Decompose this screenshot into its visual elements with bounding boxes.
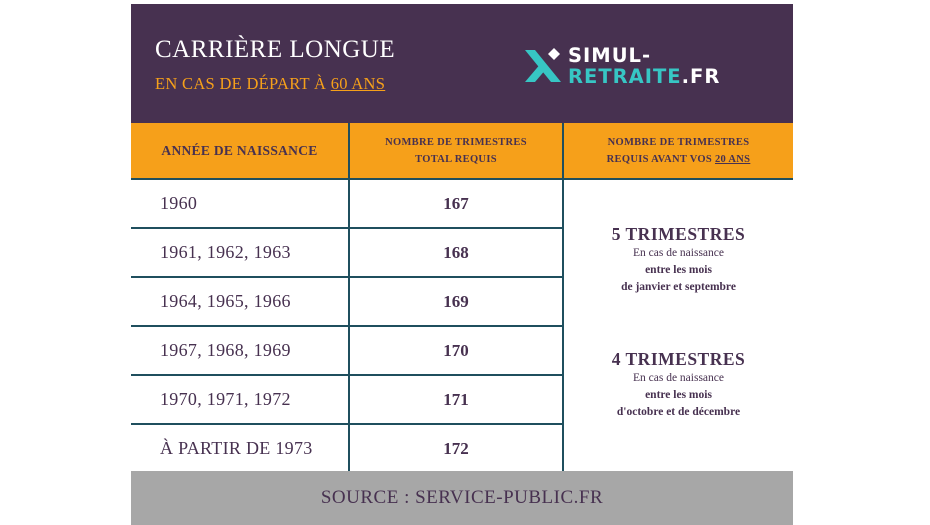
condition-line: En cas de naissance xyxy=(632,372,724,384)
column-header-before20-age: 20 ANS xyxy=(714,153,751,165)
condition-line: d'octobre et de décembre xyxy=(616,406,741,418)
birth-year-cell: 1961, 1962, 1963 xyxy=(160,242,291,262)
total-quarters-cell: 168 xyxy=(443,242,469,262)
table-row: À PARTIR DE 1973 172 xyxy=(131,425,562,472)
quarters-count: 4 TRIMESTRES xyxy=(611,349,746,369)
before-20-block: 4 TRIMESTRES En cas de naissance entre l… xyxy=(564,349,793,421)
table-header: ANNÉE DE NAISSANCE NOMBRE DE TRIMESTRES T… xyxy=(131,123,793,180)
logo-mark-icon xyxy=(525,48,561,82)
column-header-birth-year: ANNÉE DE NAISSANCE xyxy=(161,142,318,158)
column-divider xyxy=(348,180,350,471)
subtitle-prefix: EN CAS DE DÉPART À xyxy=(155,74,331,93)
condition-line: de janvier et septembre xyxy=(621,281,736,293)
header-divider xyxy=(348,123,350,178)
source-footer: SOURCE : SERVICE-PUBLIC.FR xyxy=(131,471,793,525)
column-header-before20-line1: NOMBRE DE TRIMESTRES xyxy=(607,136,750,148)
birth-year-cell: 1967, 1968, 1969 xyxy=(160,340,291,360)
simul-retraite-logo: SIMUL- RETRAITE.FR xyxy=(523,44,743,90)
logo-text-top: SIMUL- xyxy=(568,44,652,67)
column-header-before20-prefix: REQUIS AVANT VOS xyxy=(606,153,715,165)
table-row: 1961, 1962, 1963 168 xyxy=(131,229,562,278)
logo-text-bottom: RETRAITE.FR xyxy=(568,67,720,87)
quarters-count: 5 TRIMESTRES xyxy=(611,224,746,244)
total-quarters-cell: 169 xyxy=(443,291,469,311)
birth-year-cell: 1970, 1971, 1972 xyxy=(160,389,291,409)
condition-line: En cas de naissance xyxy=(632,247,724,259)
card-header: CARRIÈRE LONGUE EN CAS DE DÉPART À 60 AN… xyxy=(131,4,793,123)
condition-line: entre les mois xyxy=(645,389,712,401)
column-header-total-line1: NOMBRE DE TRIMESTRES xyxy=(385,136,527,148)
total-quarters-cell: 172 xyxy=(443,438,469,458)
column-header-total-line2: TOTAL REQUIS xyxy=(415,153,497,165)
total-quarters-cell: 171 xyxy=(443,389,469,409)
total-quarters-cell: 167 xyxy=(443,193,469,213)
page-subtitle: EN CAS DE DÉPART À 60 ANS xyxy=(155,74,385,94)
birth-year-cell: 1964, 1965, 1966 xyxy=(160,291,291,311)
column-header-total: NOMBRE DE TRIMESTRES TOTAL REQUIS xyxy=(350,123,562,178)
retirement-card: CARRIÈRE LONGUE EN CAS DE DÉPART À 60 AN… xyxy=(131,4,793,525)
condition-line: entre les mois xyxy=(645,264,712,276)
subtitle-age: 60 ANS xyxy=(330,74,386,93)
table-row: 1960 167 xyxy=(131,180,562,229)
total-quarters-cell: 170 xyxy=(443,340,469,360)
before-20-block: 5 TRIMESTRES En cas de naissance entre l… xyxy=(564,224,793,296)
page-title: CARRIÈRE LONGUE xyxy=(155,36,396,63)
table-row: 1970, 1971, 1972 171 xyxy=(131,376,562,425)
source-text: SOURCE : SERVICE-PUBLIC.FR xyxy=(320,487,604,508)
table-row: 1964, 1965, 1966 169 xyxy=(131,278,562,327)
logo-tld: .FR xyxy=(681,65,721,88)
header-divider xyxy=(562,123,564,178)
before-20-column: 5 TRIMESTRES En cas de naissance entre l… xyxy=(564,180,793,471)
table-row: 1967, 1968, 1969 170 xyxy=(131,327,562,376)
column-header-before-20: NOMBRE DE TRIMESTRES REQUIS AVANT VOS 20 … xyxy=(564,123,793,178)
birth-year-cell: 1960 xyxy=(160,193,198,213)
column-divider xyxy=(562,180,564,471)
logo-name: RETRAITE xyxy=(568,65,682,88)
birth-year-cell: À PARTIR DE 1973 xyxy=(160,438,313,458)
